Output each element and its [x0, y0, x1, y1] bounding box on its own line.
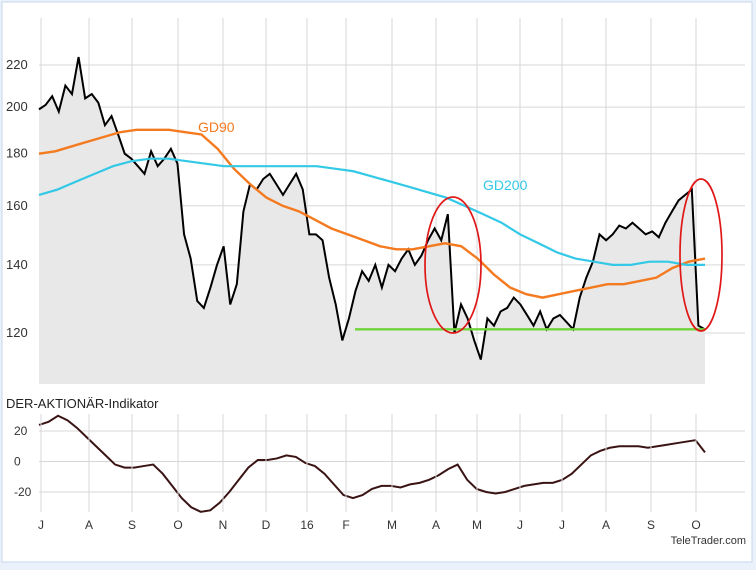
indicator-y-tick-label: 0	[14, 455, 21, 469]
indicator-line	[38, 414, 706, 513]
main-y-tick-label: 200	[6, 99, 28, 114]
x-tick-label: J	[517, 518, 523, 532]
price-area-fill	[39, 57, 705, 385]
main-y-tick-label: 220	[6, 57, 28, 72]
x-axis-bottom: J A S O N D 16 F M A M J J A S O	[38, 414, 701, 532]
x-tick-label: A	[432, 518, 440, 532]
x-tick-label: O	[173, 518, 182, 532]
gd90-line	[38, 128, 706, 299]
x-tick-label: S	[128, 518, 136, 532]
price-series	[38, 56, 706, 385]
indicator-title: DER-AKTIONÄR-Indikator	[6, 396, 159, 411]
x-tick-label: S	[647, 518, 655, 532]
main-y-axis: 120 140 160 180 200 220	[6, 57, 28, 340]
x-tick-label: 16	[300, 518, 314, 532]
gd90-label: GD90	[198, 119, 235, 135]
main-y-tick-label: 140	[6, 257, 28, 272]
x-tick-label: M	[472, 518, 482, 532]
x-tick-label: F	[342, 518, 349, 532]
x-tick-label: O	[691, 518, 700, 532]
price-line	[38, 56, 706, 360]
x-tick-label: A	[602, 518, 610, 532]
x-tick-label: J	[38, 518, 44, 532]
main-y-tick-label: 180	[6, 146, 28, 161]
indicator-y-axis: 20 0 -20	[14, 424, 32, 499]
gd200-label: GD200	[483, 177, 528, 193]
teletrader-brand: TeleTrader.com	[671, 535, 746, 547]
x-tick-label: M	[387, 518, 397, 532]
indicator-y-tick-label: -20	[14, 485, 32, 499]
x-tick-label: D	[262, 518, 271, 532]
indicator-series	[38, 414, 706, 513]
main-y-tick-label: 120	[6, 325, 28, 340]
highlight-circle-october	[679, 178, 723, 332]
x-tick-label: J	[559, 518, 565, 532]
x-tick-label: A	[85, 518, 93, 532]
highlight-circles	[424, 178, 723, 334]
x-tick-label: N	[219, 518, 228, 532]
main-y-tick-label: 160	[6, 198, 28, 213]
highlight-circle-april	[424, 196, 482, 334]
moving-averages	[38, 128, 706, 299]
gd200-line	[38, 157, 705, 266]
indicator-y-tick-label: 20	[14, 424, 28, 438]
